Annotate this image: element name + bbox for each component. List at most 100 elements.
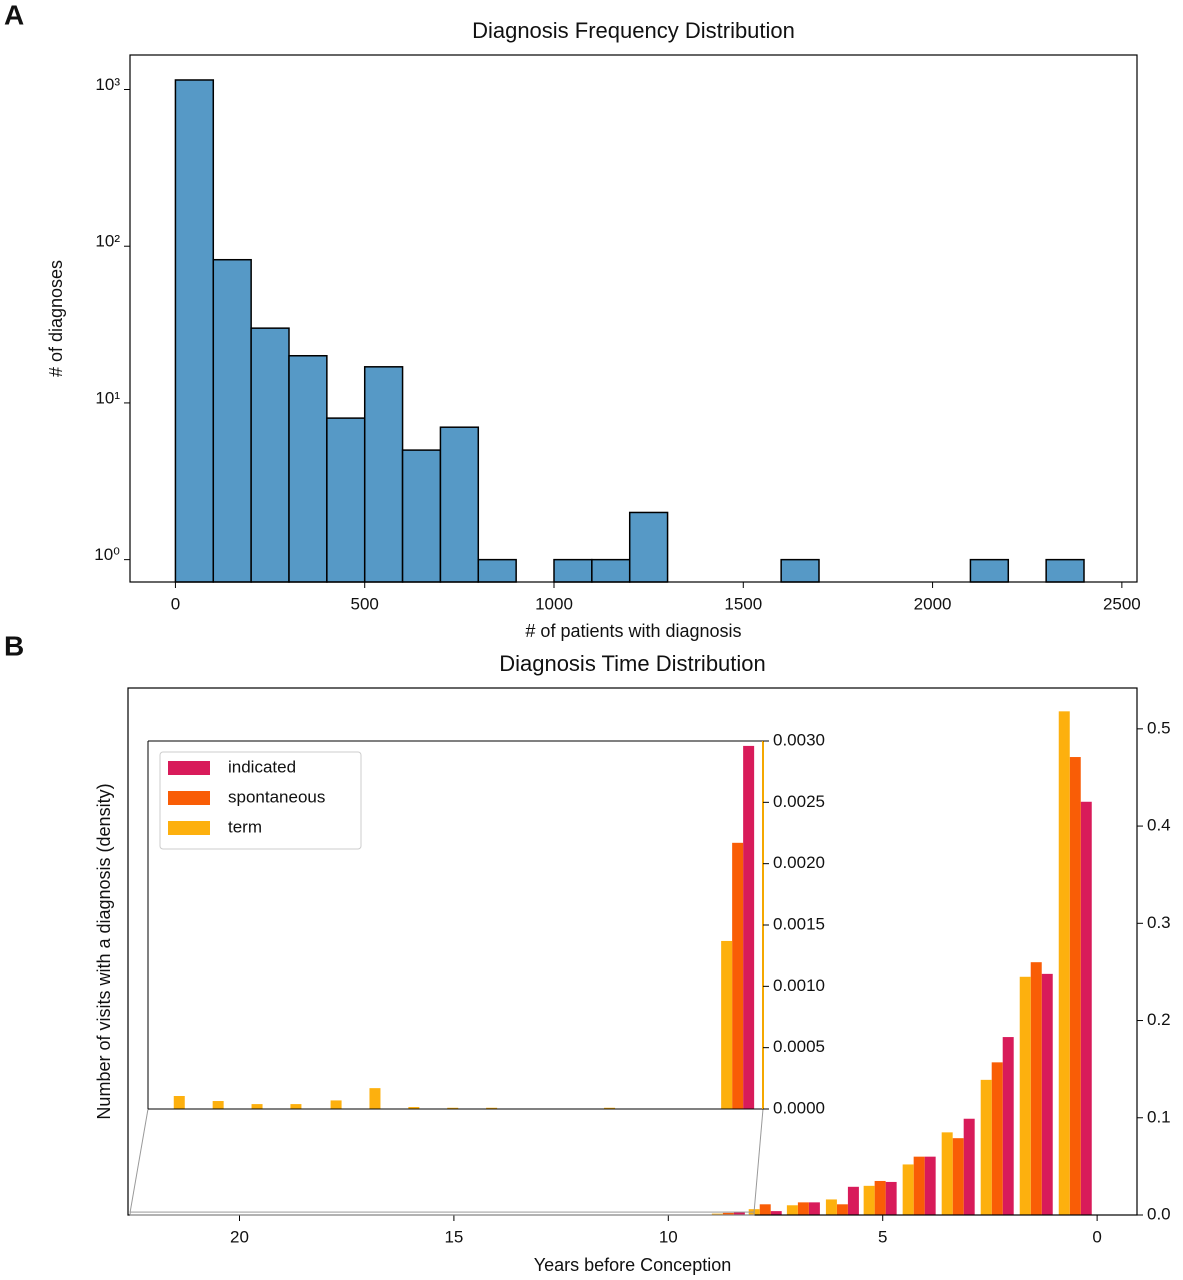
histogram-bar — [288, 354, 328, 583]
y-tick-label: 0.0025 — [773, 792, 825, 811]
legend-swatch — [168, 791, 210, 805]
bar — [991, 1062, 1003, 1215]
bar — [251, 1104, 263, 1109]
bar — [408, 1107, 420, 1109]
histogram-bar — [174, 79, 215, 583]
x-tick-label: 0 — [171, 594, 180, 613]
bar — [941, 1132, 953, 1215]
bar — [952, 1138, 964, 1215]
panel-label: A — [4, 0, 24, 30]
y-tick-label: 10⁰ — [94, 545, 120, 564]
bar — [173, 1095, 185, 1109]
histogram-bar — [591, 558, 631, 583]
bar — [733, 1212, 745, 1215]
y-tick-label: 0.1 — [1147, 1107, 1171, 1126]
x-tick-label: 500 — [351, 594, 379, 613]
histogram-bar — [780, 558, 820, 583]
y-tick-label: 0.3 — [1147, 913, 1171, 932]
legend-swatch — [168, 761, 210, 775]
bar — [786, 1205, 798, 1215]
bar — [836, 1204, 848, 1215]
bar — [1041, 973, 1053, 1215]
y-axis-label: # of diagnoses — [46, 260, 66, 377]
y-tick-label: 0.2 — [1147, 1010, 1171, 1029]
bar — [212, 1101, 224, 1109]
legend-swatch — [168, 821, 210, 835]
histogram-bar — [326, 417, 366, 583]
y-tick-label: 0.5 — [1147, 718, 1171, 737]
zoom-region — [129, 1211, 755, 1216]
bar — [825, 1199, 837, 1215]
x-tick-label: 2500 — [1103, 594, 1141, 613]
y-tick-label: 0.0015 — [773, 914, 825, 933]
bar — [1019, 976, 1031, 1215]
bar — [743, 745, 755, 1109]
x-tick-label: 5 — [878, 1227, 887, 1246]
x-axis-label: # of patients with diagnosis — [525, 621, 741, 641]
bar — [1069, 757, 1081, 1215]
y-tick-label: 10² — [95, 232, 120, 251]
bar — [486, 1107, 498, 1109]
y-axis-label: Number of visits with a diagnosis (densi… — [94, 783, 114, 1119]
chart-title: Diagnosis Frequency Distribution — [472, 18, 795, 43]
x-tick-label: 10 — [659, 1227, 678, 1246]
histogram-bar — [1045, 558, 1085, 583]
x-tick-label: 0 — [1092, 1227, 1101, 1246]
bar — [770, 1211, 782, 1215]
bar — [330, 1100, 342, 1109]
bar — [290, 1104, 302, 1109]
x-tick-label: 1000 — [535, 594, 573, 613]
y-tick-label: 0.0020 — [773, 853, 825, 872]
bar — [759, 1204, 771, 1215]
bar — [980, 1079, 992, 1215]
y-tick-label: 0.4 — [1147, 816, 1171, 835]
panel-label: B — [4, 630, 24, 661]
y-tick-label: 0.0 — [1147, 1204, 1171, 1223]
bar — [863, 1185, 875, 1215]
zoom-connector — [129, 1108, 149, 1213]
histogram-bar — [628, 511, 669, 583]
bar — [711, 1213, 723, 1215]
y-tick-label: 10³ — [95, 75, 120, 94]
x-tick-label: 2000 — [914, 594, 952, 613]
bar — [963, 1118, 975, 1215]
bar — [1002, 1037, 1014, 1215]
histogram-bar — [477, 558, 517, 583]
bar — [447, 1107, 459, 1109]
bar — [913, 1156, 925, 1215]
bar — [847, 1186, 859, 1215]
bar — [604, 1107, 616, 1109]
zoom-connector — [753, 1108, 764, 1213]
histogram-bar — [553, 558, 593, 583]
histogram-bar — [250, 327, 290, 583]
bar — [369, 1088, 381, 1109]
histogram-bar — [212, 258, 252, 583]
bar — [722, 1212, 734, 1215]
histogram-bar — [969, 558, 1010, 583]
x-tick-label: 20 — [230, 1227, 249, 1246]
bar — [1080, 801, 1092, 1215]
chart-title: Diagnosis Time Distribution — [499, 651, 766, 676]
bar — [1058, 711, 1070, 1215]
x-axis-label: Years before Conception — [534, 1255, 731, 1275]
legend-label: term — [228, 817, 262, 836]
histogram-bar — [439, 426, 480, 583]
y-tick-label: 0.0010 — [773, 976, 825, 995]
histogram-bar — [401, 449, 442, 583]
y-tick-label: 0.0030 — [773, 730, 825, 749]
y-tick-label: 0.0005 — [773, 1037, 825, 1056]
bar — [808, 1202, 820, 1215]
bar — [902, 1164, 914, 1215]
bar — [924, 1156, 936, 1215]
legend-box — [159, 751, 362, 850]
bar — [797, 1202, 809, 1215]
bar — [885, 1181, 897, 1215]
legend-label: indicated — [228, 757, 296, 776]
bar — [721, 940, 733, 1109]
bar — [1030, 962, 1042, 1215]
x-tick-label: 15 — [444, 1227, 463, 1246]
y-tick-label: 0.0000 — [773, 1098, 825, 1117]
bar — [874, 1180, 886, 1215]
legend-label: spontaneous — [228, 787, 325, 806]
